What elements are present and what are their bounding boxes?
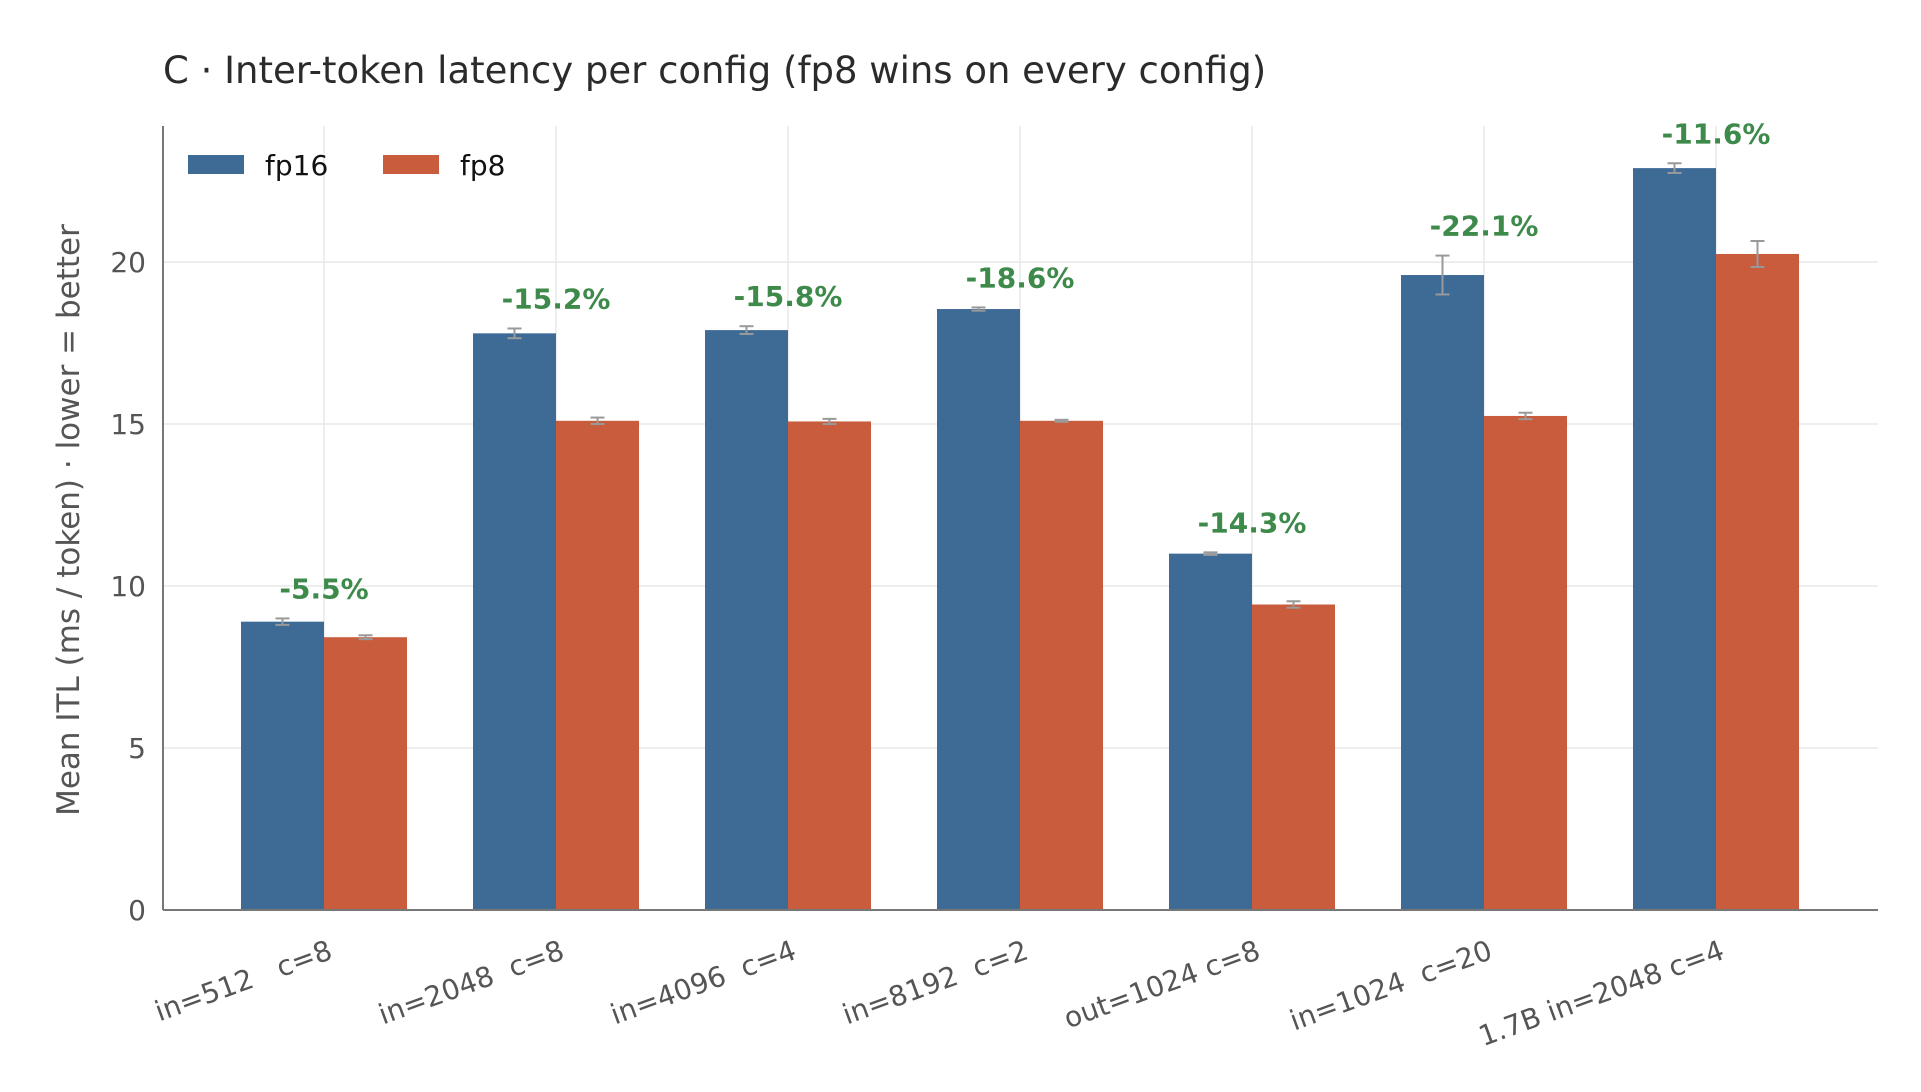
y-tick-label: 10	[110, 570, 146, 603]
error-bar-fp8-5	[1518, 411, 1533, 421]
pct-change-label-6: -11.6%	[1662, 117, 1771, 150]
error-bar-fp8-1	[590, 416, 605, 426]
error-bar-fp16-0	[275, 617, 290, 626]
y-tick-label: 0	[128, 894, 146, 927]
error-bars	[275, 162, 1765, 641]
bar-fp8-2	[788, 421, 871, 910]
error-bar-fp8-4	[1286, 600, 1301, 609]
error-bar-fp16-6	[1667, 162, 1682, 174]
legend-swatch-fp16	[188, 155, 244, 174]
bar-fp8-1	[556, 420, 639, 910]
legend-swatch-fp8	[383, 155, 439, 174]
bar-fp8-0	[324, 637, 407, 910]
y-tick-label: 5	[128, 732, 146, 765]
chart-title: C · Inter-token latency per config (fp8 …	[163, 49, 1266, 92]
pct-change-label-3: -18.6%	[966, 261, 1075, 294]
annotations: -5.5% -15.2% -15.8% -18.6% -14.3% -22.1% -11.6…	[279, 117, 1770, 605]
bar-fp16-5	[1401, 275, 1484, 910]
y-tick-labels: 0 5 10 15 20	[110, 246, 146, 927]
pct-change-label-1: -15.2%	[502, 282, 611, 315]
error-bar-fp8-6	[1750, 240, 1765, 268]
error-bar-fp8-0	[358, 634, 373, 641]
error-bar-fp16-2	[739, 325, 754, 335]
bar-fp16-0	[241, 621, 324, 910]
bar-fp16-2	[705, 330, 788, 910]
bar-fp16-1	[473, 333, 556, 910]
legend-label-fp16: fp16	[265, 149, 328, 182]
y-tick-label: 20	[110, 246, 146, 279]
error-bar-fp16-1	[507, 327, 522, 340]
legend: fp16 fp8	[188, 149, 505, 182]
bar-fp16-3	[937, 309, 1020, 910]
bar-fp8-3	[1020, 420, 1103, 910]
error-bar-fp8-3	[1054, 418, 1069, 423]
bar-fp16-4	[1169, 553, 1252, 910]
bar-fp16-6	[1633, 168, 1716, 910]
legend-label-fp8: fp8	[460, 149, 505, 182]
pct-change-label-5: -22.1%	[1430, 210, 1539, 243]
pct-change-label-0: -5.5%	[279, 572, 368, 605]
bars	[241, 168, 1799, 911]
y-axis-label: Mean ITL (ms / token) · lower = better	[51, 224, 87, 816]
pct-change-label-4: -14.3%	[1198, 506, 1307, 539]
error-bar-fp16-3	[971, 306, 986, 312]
error-bar-fp16-4	[1203, 551, 1218, 556]
bar-fp8-4	[1252, 604, 1335, 910]
bar-fp8-5	[1484, 415, 1567, 910]
bar-fp8-6	[1716, 253, 1799, 911]
error-bar-fp16-5	[1435, 254, 1450, 296]
pct-change-label-2: -15.8%	[734, 280, 843, 313]
error-bar-fp8-2	[822, 417, 837, 426]
y-tick-label: 15	[110, 408, 146, 441]
axes	[162, 126, 1878, 911]
